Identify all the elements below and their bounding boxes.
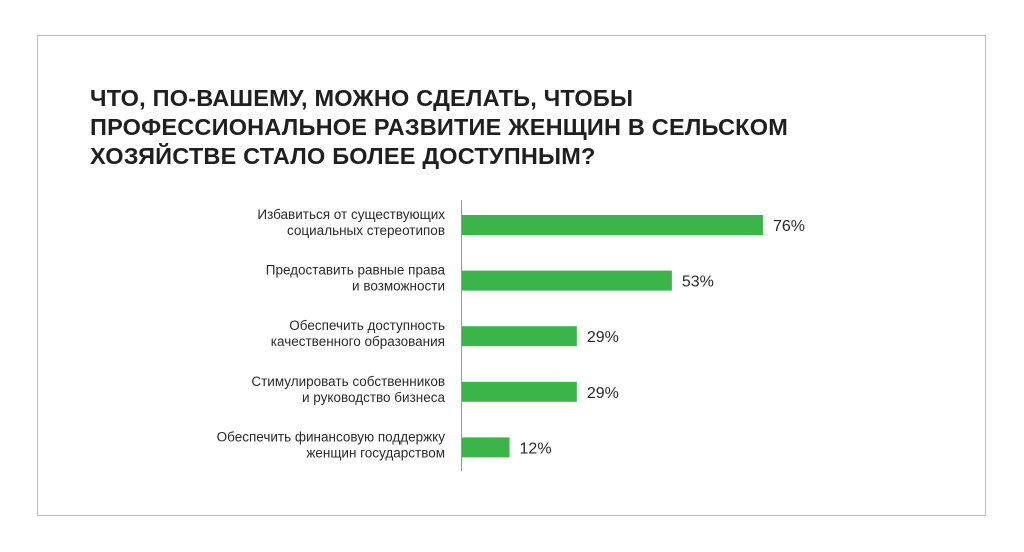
category-label: социальных стереотипов — [287, 223, 445, 238]
category-label: Избавиться от существующих — [257, 207, 445, 222]
bar — [462, 326, 577, 347]
chart-title-line: ХОЗЯЙСТВЕ СТАЛО БОЛЕЕ ДОСТУПНЫМ? — [90, 143, 596, 169]
chart-frame — [37, 35, 986, 516]
data-label: 29% — [587, 329, 619, 346]
category-label: Обеспечить финансовую поддержку — [217, 429, 446, 444]
category-label: качественного образования — [271, 334, 445, 349]
category-label: и руководство бизнеса — [302, 390, 445, 405]
category-label: и возможности — [352, 279, 445, 294]
category-label: Стимулировать собственников — [251, 374, 445, 389]
bar — [462, 215, 763, 235]
data-label: 53% — [682, 274, 714, 291]
chart-title-line: ЧТО, ПО-ВАШЕМУ, МОЖНО СДЕЛАТЬ, ЧТОБЫ — [90, 85, 634, 111]
bar — [462, 270, 672, 291]
chart-title-line: ПРОФЕССИОНАЛЬНОЕ РАЗВИТИЕ ЖЕНЩИН В СЕЛЬС… — [90, 114, 788, 140]
data-label: 12% — [520, 440, 552, 457]
data-label: 29% — [587, 385, 619, 402]
bar — [462, 381, 577, 402]
category-label: Предоставить равные права — [266, 263, 446, 278]
category-label: Обеспечить доступность — [289, 318, 445, 333]
chart-title: ЧТО, ПО-ВАШЕМУ, МОЖНО СДЕЛАТЬ, ЧТОБЫ ПРО… — [90, 84, 788, 171]
data-label: 76% — [773, 218, 805, 235]
bar — [462, 437, 510, 458]
category-label: женщин государством — [306, 445, 445, 460]
